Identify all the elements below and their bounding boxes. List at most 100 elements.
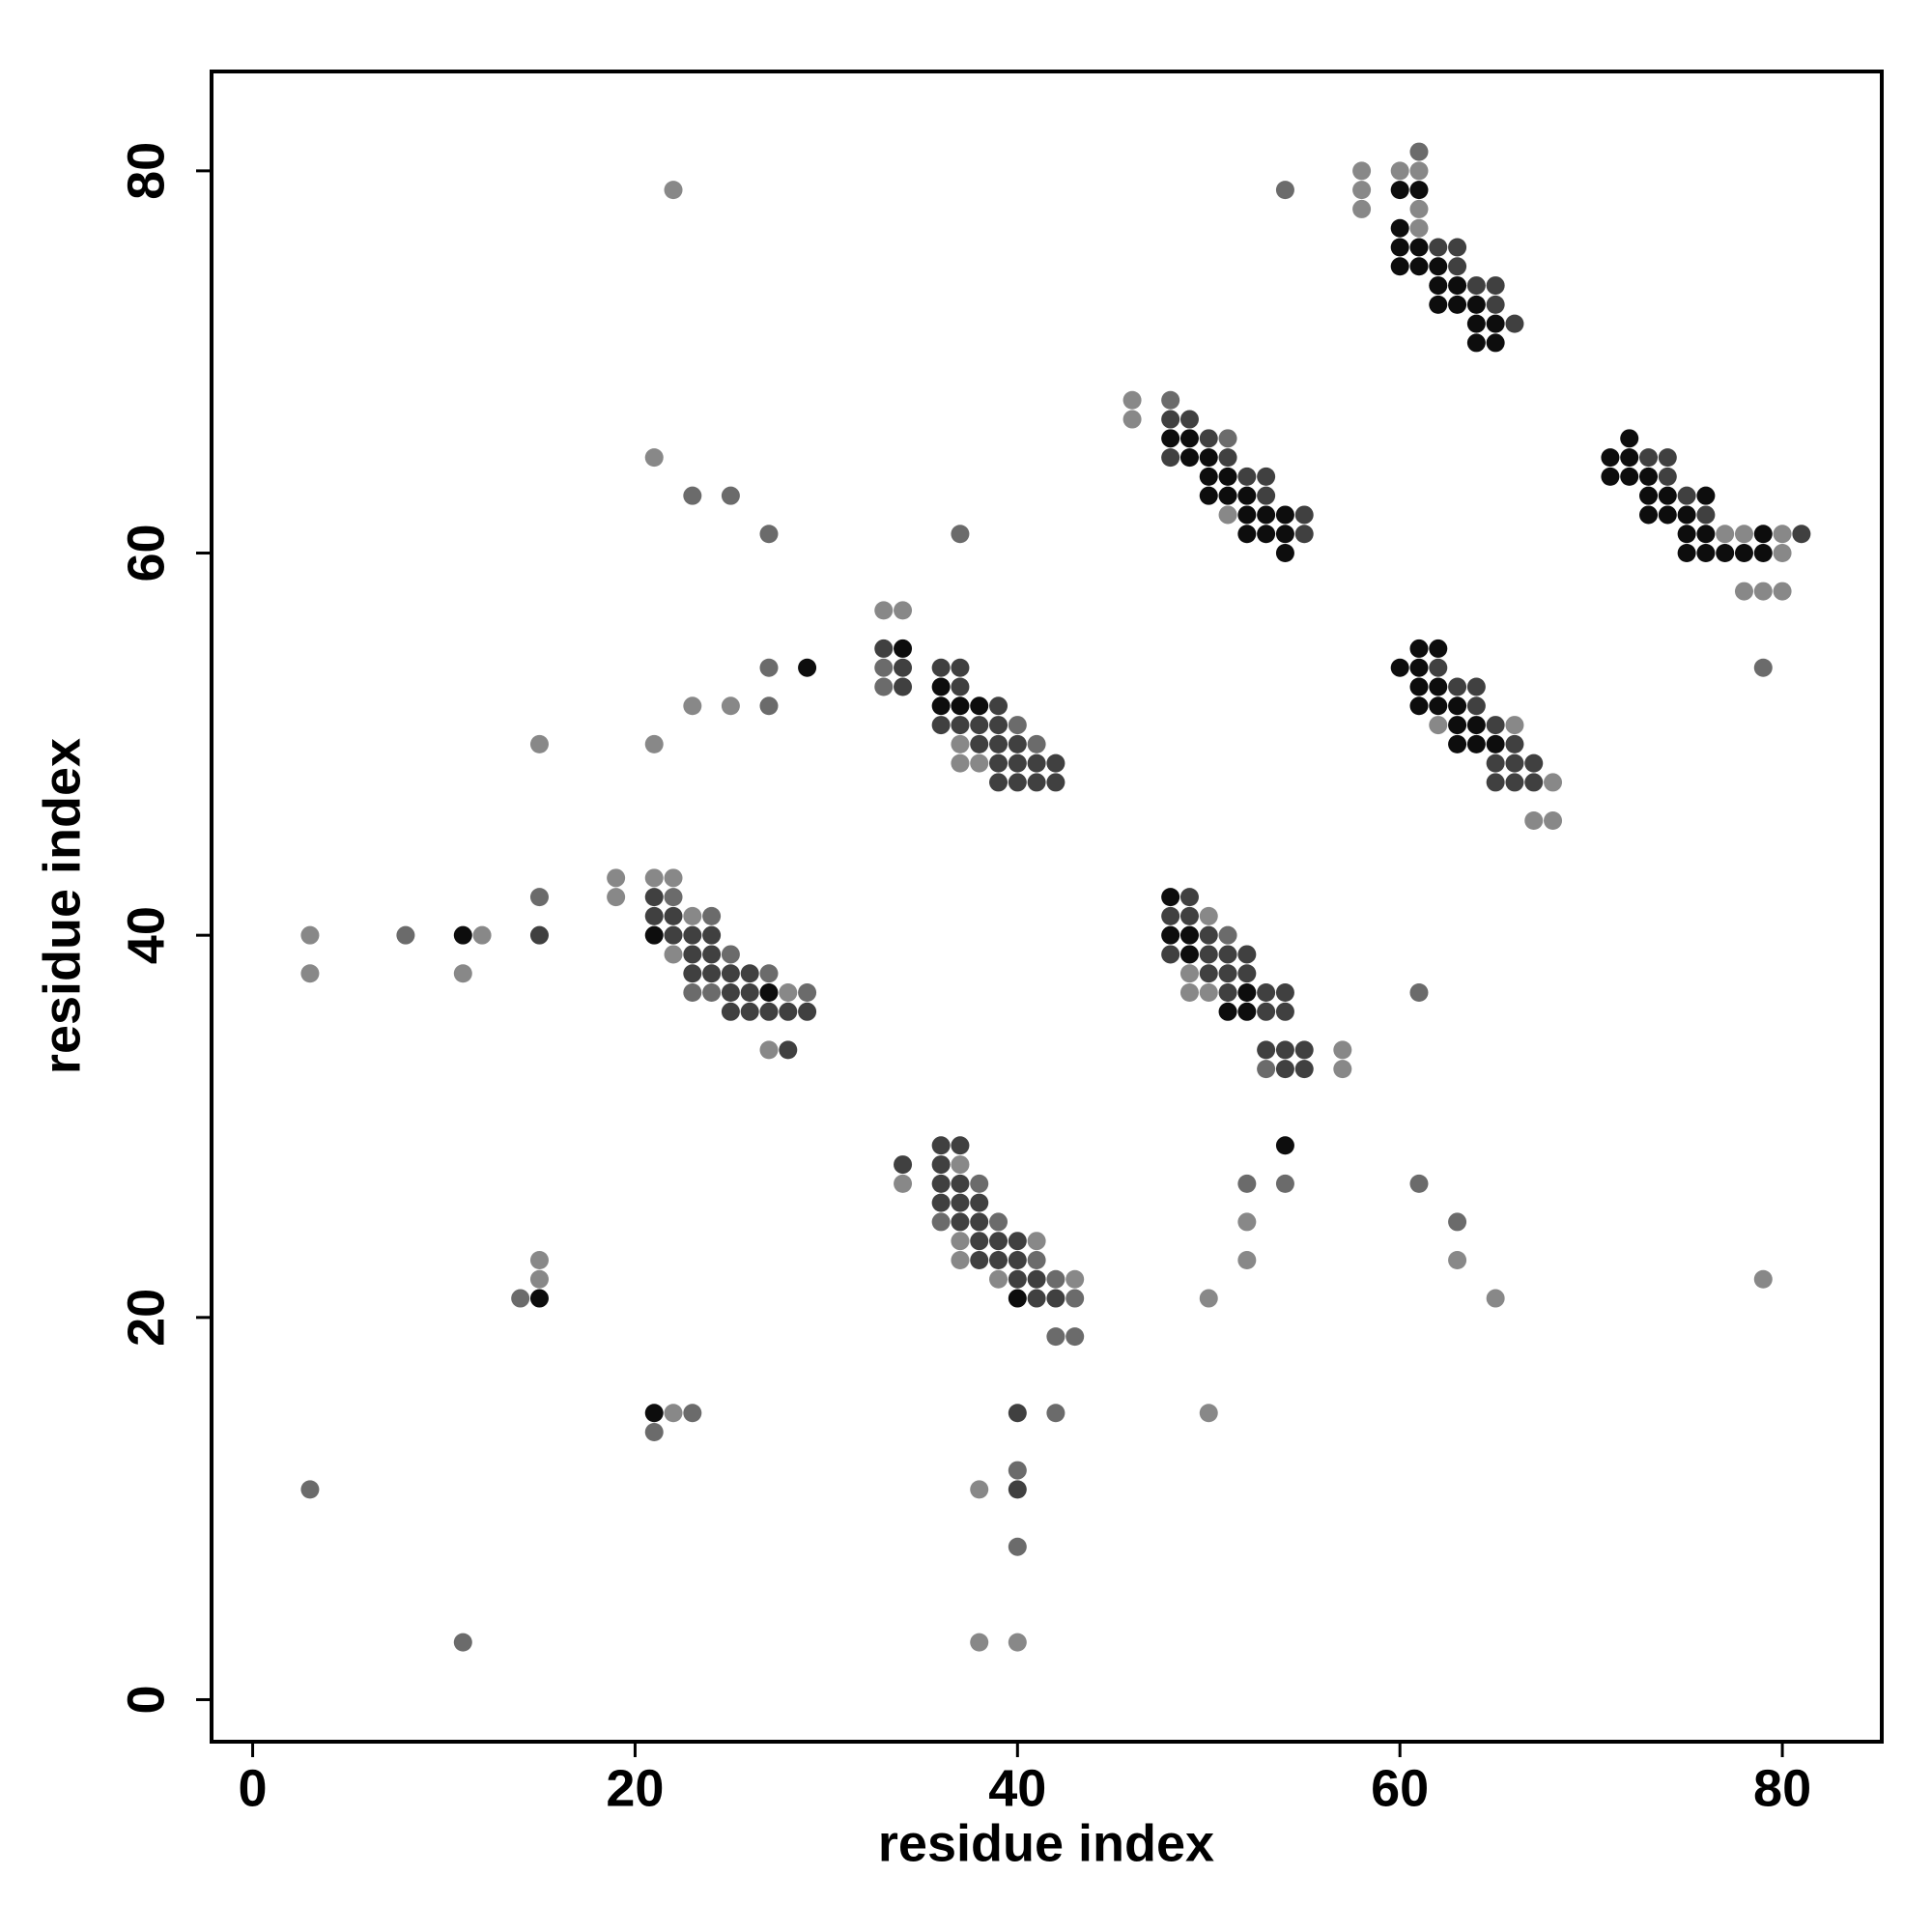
point: [1639, 467, 1659, 486]
point: [1199, 429, 1218, 448]
point: [1390, 238, 1409, 257]
point: [1257, 1040, 1276, 1060]
point: [1008, 1537, 1027, 1556]
point: [894, 658, 913, 677]
point: [1179, 945, 1199, 964]
point: [951, 1155, 970, 1175]
point: [1027, 1269, 1046, 1289]
point: [1466, 734, 1486, 753]
point: [1486, 716, 1505, 735]
point: [1466, 696, 1486, 716]
point: [1046, 773, 1065, 792]
point: [1409, 696, 1429, 716]
point: [1753, 658, 1773, 677]
point: [702, 983, 722, 1003]
point: [1448, 276, 1467, 296]
point: [529, 1289, 549, 1308]
point: [607, 888, 626, 907]
point: [951, 1136, 970, 1155]
point: [1065, 1289, 1085, 1308]
point: [779, 1002, 798, 1021]
point: [1257, 1060, 1276, 1079]
point: [644, 868, 664, 888]
point: [1333, 1060, 1352, 1079]
point: [529, 888, 549, 907]
point: [1275, 1040, 1294, 1060]
point: [1448, 1250, 1467, 1269]
point: [1448, 257, 1467, 276]
point: [1161, 448, 1180, 468]
point: [740, 964, 759, 983]
point: [1753, 544, 1773, 563]
point: [951, 734, 970, 753]
point: [1237, 505, 1257, 525]
point: [644, 906, 664, 925]
point: [1505, 716, 1524, 735]
point: [644, 734, 664, 753]
point: [970, 716, 989, 735]
point: [1065, 1327, 1085, 1347]
point: [931, 1212, 951, 1232]
point: [683, 906, 702, 925]
point: [1429, 238, 1448, 257]
point: [644, 448, 664, 468]
point: [1275, 181, 1294, 200]
point: [1199, 1404, 1218, 1423]
point: [1409, 677, 1429, 696]
point: [874, 639, 894, 658]
point: [931, 716, 951, 735]
point: [702, 945, 722, 964]
point: [1065, 1269, 1085, 1289]
point: [1008, 1250, 1027, 1269]
point: [798, 1002, 817, 1021]
point: [1179, 410, 1199, 429]
point: [1179, 429, 1199, 448]
point: [970, 1232, 989, 1251]
y-tick-label: 80: [117, 142, 175, 200]
point: [1773, 582, 1792, 601]
point: [472, 925, 492, 945]
point: [1046, 1289, 1065, 1308]
point: [951, 696, 970, 716]
point: [1677, 525, 1696, 544]
x-tick-label: 0: [239, 1759, 268, 1817]
point: [1486, 314, 1505, 333]
point: [1199, 983, 1218, 1003]
point: [951, 658, 970, 677]
point: [1486, 773, 1505, 792]
point: [989, 1250, 1009, 1269]
point: [759, 983, 779, 1003]
point: [989, 716, 1009, 735]
point: [644, 1404, 664, 1423]
point: [1409, 639, 1429, 658]
point: [1257, 486, 1276, 505]
x-tick-label: 40: [988, 1759, 1046, 1817]
point: [874, 677, 894, 696]
point: [1677, 486, 1696, 505]
point: [607, 868, 626, 888]
point: [1486, 734, 1505, 753]
point: [1658, 486, 1677, 505]
point: [1257, 983, 1276, 1003]
point: [1753, 582, 1773, 601]
point: [1027, 734, 1046, 753]
point: [1008, 1232, 1027, 1251]
point: [1696, 486, 1716, 505]
point: [1429, 658, 1448, 677]
point: [951, 753, 970, 773]
point: [1466, 314, 1486, 333]
point: [664, 925, 683, 945]
point: [1275, 1174, 1294, 1193]
point: [931, 677, 951, 696]
point: [664, 945, 683, 964]
point: [1753, 525, 1773, 544]
point: [989, 1269, 1009, 1289]
point: [1409, 658, 1429, 677]
point: [1734, 525, 1753, 544]
point: [664, 906, 683, 925]
point: [1409, 1174, 1429, 1193]
point: [779, 983, 798, 1003]
point: [1352, 181, 1372, 200]
point: [453, 925, 472, 945]
point: [951, 1212, 970, 1232]
